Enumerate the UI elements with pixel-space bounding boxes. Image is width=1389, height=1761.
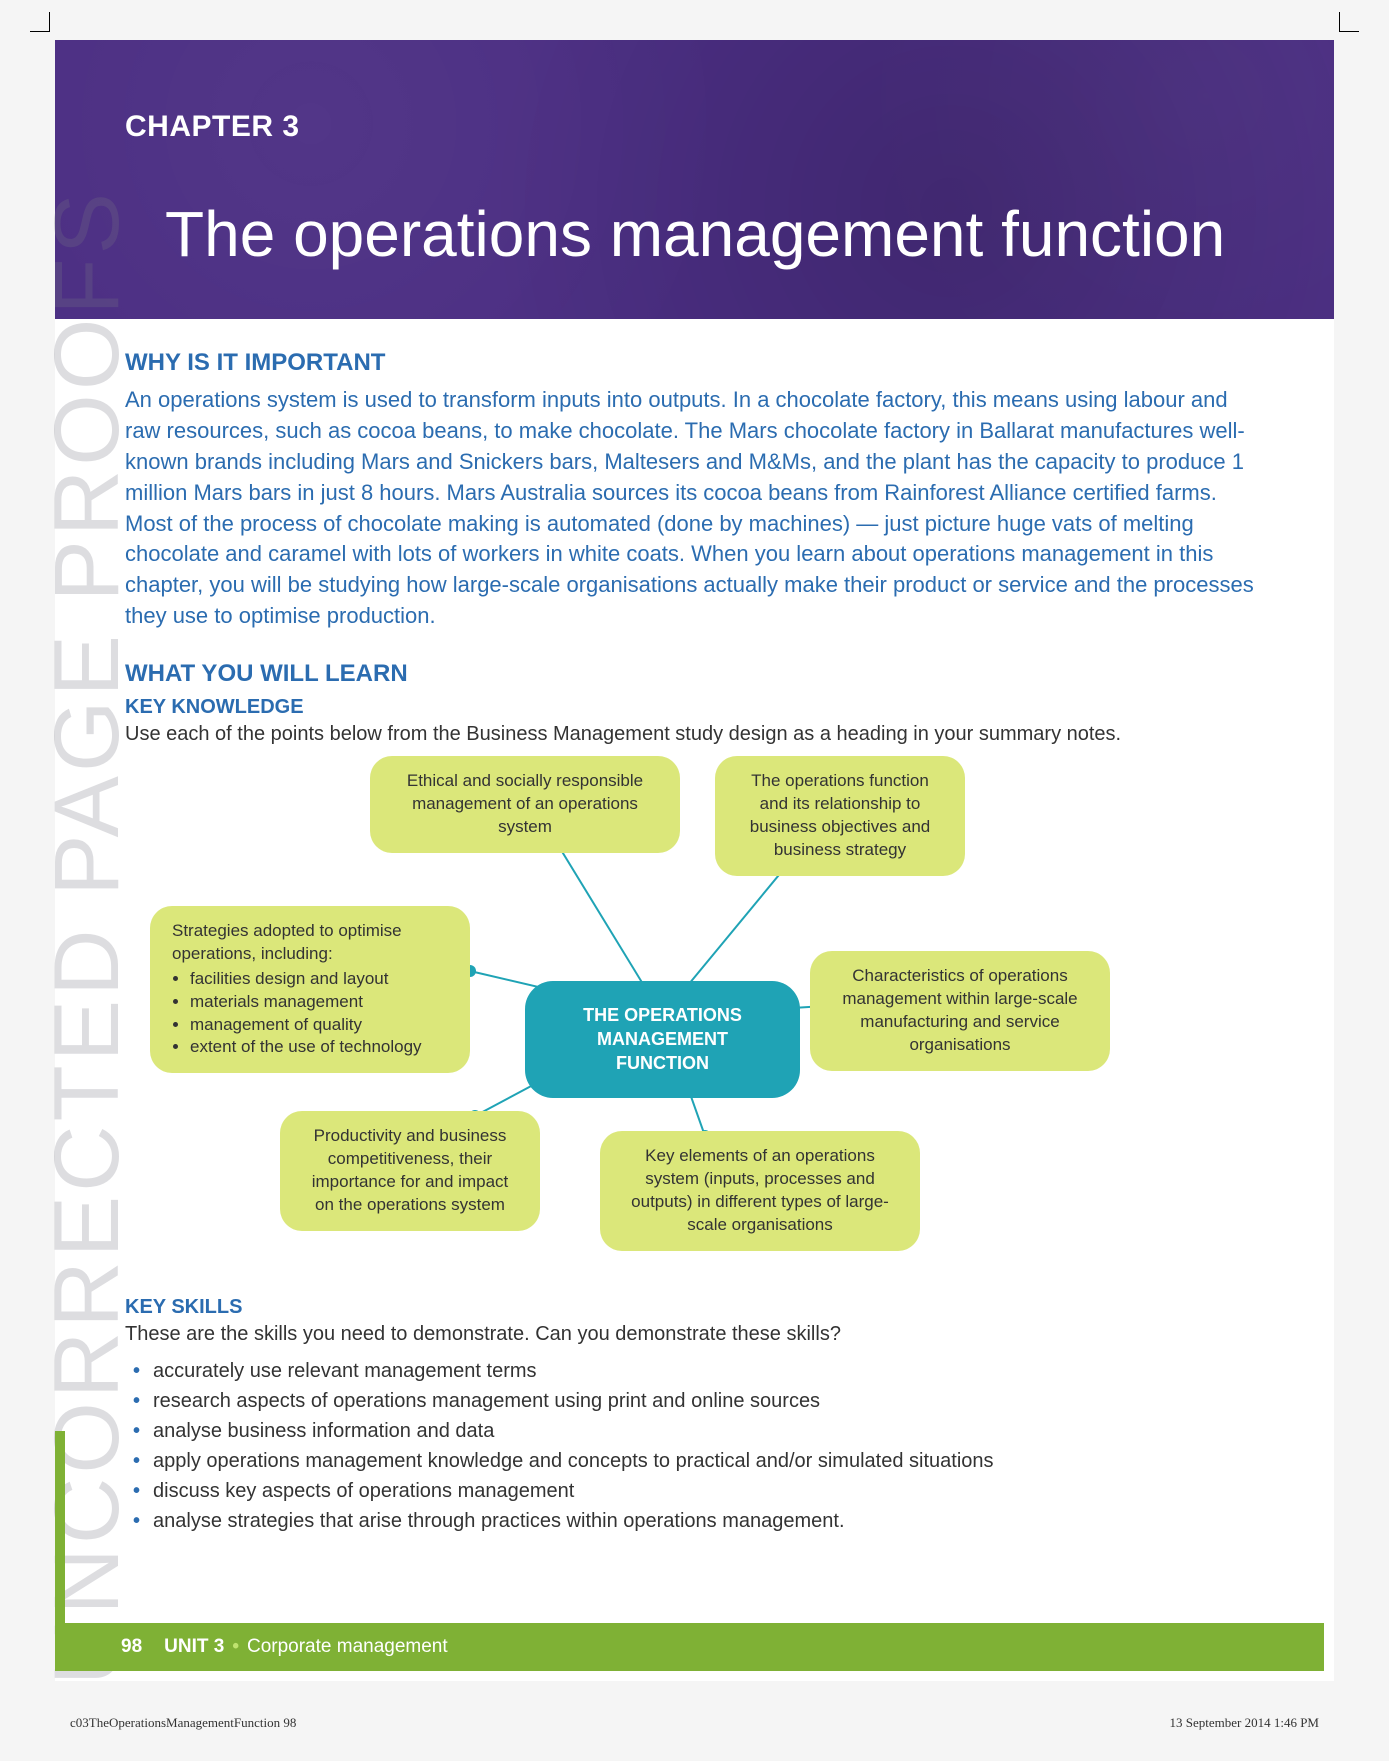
why-important-body: An operations system is used to transfor… <box>125 385 1264 631</box>
key-skills-list: accurately use relevant management terms… <box>133 1356 1264 1536</box>
what-learn-heading: WHAT YOU WILL LEARN <box>125 660 1264 688</box>
key-skill-item: discuss key aspects of operations manage… <box>133 1476 1264 1506</box>
print-file: c03TheOperationsManagementFunction 98 <box>70 1715 296 1731</box>
print-meta: c03TheOperationsManagementFunction 98 13… <box>70 1715 1319 1731</box>
mindmap-diagram: THE OPERATIONS MANAGEMENT FUNCTION Ethica… <box>125 756 1264 1286</box>
key-skill-item: research aspects of operations managemen… <box>133 1386 1264 1416</box>
page: CHAPTER 3 The operations management func… <box>55 40 1334 1681</box>
chapter-label: CHAPTER 3 <box>125 110 1264 144</box>
key-knowledge-instruction: Use each of the points below from the Bu… <box>125 723 1264 746</box>
key-skill-item: apply operations management knowledge an… <box>133 1446 1264 1476</box>
key-skill-item: analyse business information and data <box>133 1416 1264 1446</box>
footer-bar: 98 UNIT 3 • Corporate management <box>65 1623 1324 1671</box>
key-skills-intro: These are the skills you need to demonst… <box>125 1323 1264 1346</box>
chapter-title: The operations management function <box>165 199 1264 269</box>
unit-label: UNIT 3 <box>164 1636 224 1658</box>
key-skill-item: accurately use relevant management terms <box>133 1356 1264 1386</box>
unit-title: Corporate management <box>247 1636 448 1658</box>
page-number: 98 <box>121 1636 142 1658</box>
key-skills-heading: KEY SKILLS <box>125 1296 1264 1319</box>
print-timestamp: 13 September 2014 1:46 PM <box>1170 1715 1320 1731</box>
mindmap-node-strategies: Strategies adopted to optimise operation… <box>150 906 470 1074</box>
mindmap-node-characteristics: Characteristics of operations management… <box>810 951 1110 1071</box>
key-skill-item: analyse strategies that arise through pr… <box>133 1506 1264 1536</box>
bleed-tab <box>55 1431 65 1671</box>
mindmap-node-ethical: Ethical and socially responsible managem… <box>370 756 680 853</box>
why-important-heading: WHY IS IT IMPORTANT <box>125 349 1264 377</box>
mindmap-node-relationship: The operations function and its relation… <box>715 756 965 876</box>
key-knowledge-heading: KEY KNOWLEDGE <box>125 696 1264 719</box>
mindmap-node-productivity: Productivity and business competitivenes… <box>280 1111 540 1231</box>
mindmap-node-elements: Key elements of an operations system (in… <box>600 1131 920 1251</box>
crop-marks <box>0 0 1389 40</box>
chapter-hero: CHAPTER 3 The operations management func… <box>55 40 1334 319</box>
chapter-content: UNCORRECTED PAGE PROOFS WHY IS IT IMPORT… <box>55 319 1334 1555</box>
footer-separator: • <box>232 1636 239 1658</box>
mindmap-center-node: THE OPERATIONS MANAGEMENT FUNCTION <box>525 981 800 1098</box>
